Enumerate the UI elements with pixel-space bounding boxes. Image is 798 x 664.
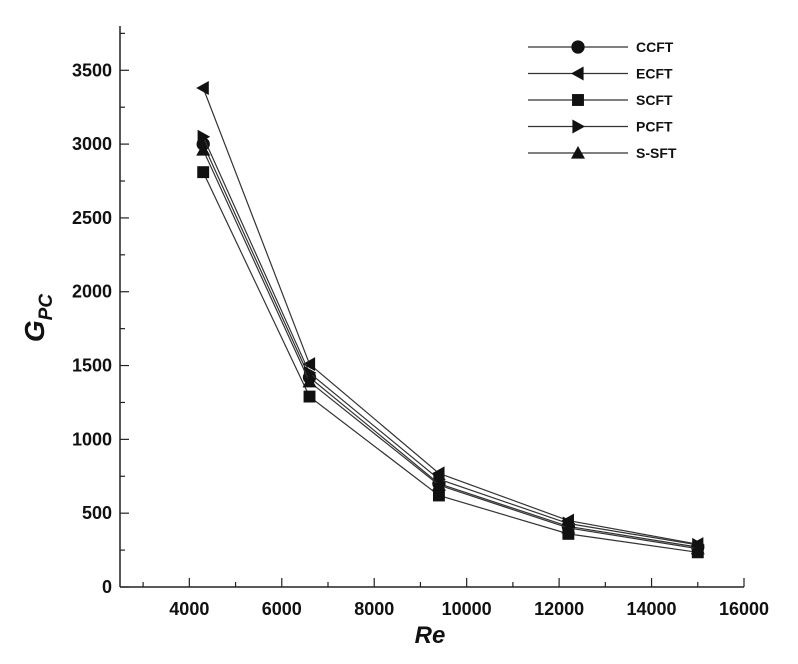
y-tick-label: 0 (102, 577, 112, 597)
y-tick-label: 1500 (72, 356, 112, 376)
legend-label: S-SFT (636, 145, 677, 161)
y-axis-title-sub: PC (36, 294, 57, 321)
y-tick-label: 500 (82, 503, 112, 523)
legend: CCFT ECFT SCFT PCFT S-SFT (528, 39, 677, 161)
data-point-scft (432, 489, 445, 502)
data-point-pcft (197, 129, 211, 144)
legend-label: PCFT (636, 119, 673, 135)
series-line-ecft (202, 87, 698, 545)
series-line-ccft (202, 143, 698, 548)
legend-marker (571, 40, 585, 54)
x-tick-label: 16000 (719, 599, 769, 619)
y-tick-label: 3000 (72, 134, 112, 154)
y-tick-label: 1000 (72, 429, 112, 449)
legend-marker (571, 146, 585, 159)
x-tick-label: 4000 (169, 599, 209, 619)
legend-label: SCFT (636, 92, 673, 108)
legend-item-pcft: PCFT (528, 119, 673, 135)
legend-item-ccft: CCFT (528, 39, 674, 55)
data-point-scft (562, 527, 575, 540)
x-tick-label: 14000 (627, 599, 677, 619)
data-point-s-sft (196, 143, 211, 156)
series-line-s-sft (202, 149, 698, 550)
legend-marker (572, 119, 585, 134)
x-tick-label: 12000 (534, 599, 584, 619)
series-ecft (196, 81, 704, 552)
data-point-scft (303, 390, 316, 403)
series-scft (197, 166, 704, 559)
legend-marker (572, 94, 584, 106)
legend-label: CCFT (636, 39, 674, 55)
x-axis-title: Re (415, 622, 446, 649)
series-layer (196, 81, 705, 559)
y-tick-label: 3500 (72, 60, 112, 80)
y-axis-title: GPC (19, 294, 57, 342)
x-tick-label: 6000 (262, 599, 302, 619)
legend-label: ECFT (636, 66, 673, 82)
x-tick-label: 8000 (354, 599, 394, 619)
series-line-scft (202, 171, 698, 553)
data-point-ecft (196, 81, 209, 96)
data-point-s-sft (690, 541, 705, 555)
legend-item-s-sft: S-SFT (528, 145, 677, 161)
legend-item-ecft: ECFT (528, 66, 673, 82)
x-tick-label: 10000 (442, 599, 492, 619)
legend-item-scft: SCFT (528, 92, 673, 108)
series-ccft (196, 137, 705, 554)
series-s-sft (196, 143, 705, 555)
y-axis-title-main: G (19, 320, 50, 342)
data-point-s-sft (561, 520, 576, 534)
data-point-s-sft (302, 374, 317, 388)
series-line-pcft (202, 136, 698, 546)
data-point-ecft (302, 357, 316, 372)
axes: 4000 6000 8000 10000 12000 14000 16000 0 500 1000… (72, 26, 769, 619)
data-point-s-sft (431, 478, 446, 491)
legend-marker (571, 66, 584, 81)
y-tick-label: 2000 (72, 282, 112, 302)
y-tick-label: 2500 (72, 208, 112, 228)
data-point-scft (197, 166, 210, 179)
